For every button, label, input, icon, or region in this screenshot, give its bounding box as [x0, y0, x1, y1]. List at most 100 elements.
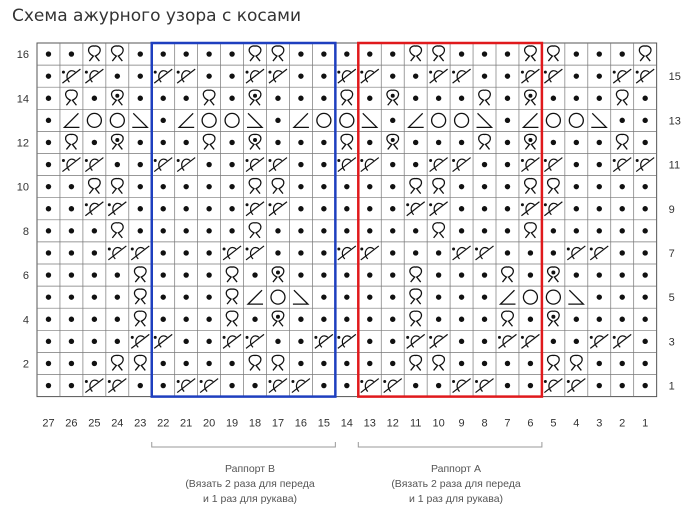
- stitch-cross-line: [635, 157, 655, 173]
- stitch-loop-dotted: [386, 133, 400, 150]
- stitch-purl-dot: [45, 183, 52, 190]
- repeat-box-a: [357, 41, 544, 398]
- stitch-loop: [340, 133, 354, 150]
- stitch-purl-dot: [321, 316, 327, 322]
- stitch-cross-line: [406, 201, 426, 217]
- stitch-cross-dot: [337, 159, 341, 163]
- stitch-cross-dot: [245, 203, 249, 207]
- stitch-purl-dot: [91, 360, 98, 367]
- stitch-purl-dot: [642, 250, 648, 256]
- row-number-right: 13: [669, 115, 681, 127]
- stitch-purl-dot: [504, 117, 511, 124]
- stitch-cross-loop: [525, 335, 535, 348]
- stitch-purl-dot: [321, 272, 327, 278]
- stitch-loop: [478, 133, 491, 150]
- stitch-cross-dot: [268, 159, 272, 163]
- stitch-cross-dot: [543, 380, 547, 384]
- stitch-purl-dot: [206, 73, 212, 79]
- stitch-purl-dot: [183, 250, 189, 256]
- stitch-yarn-over: [430, 112, 447, 128]
- stitch-cross-dot: [429, 159, 433, 163]
- stitch-purl-dot: [481, 183, 488, 190]
- stitch-cross-loop: [66, 158, 76, 171]
- stitch-purl-dot: [45, 360, 52, 367]
- stitch-purl-dot: [344, 183, 350, 190]
- stitch-cross-dot: [452, 159, 456, 163]
- row-number-left: 4: [23, 314, 29, 326]
- stitch-cross-line: [635, 68, 655, 84]
- stitch-purl-dot: [458, 51, 465, 57]
- stitch-purl-dot: [160, 272, 166, 278]
- stitch-cross-line: [521, 201, 540, 217]
- stitch-loop: [248, 222, 262, 239]
- stitch-purl-dot: [550, 228, 557, 234]
- stitch-loop: [409, 266, 423, 283]
- stitch-cross-line: [62, 68, 81, 84]
- stitch-purl-dot: [183, 360, 189, 367]
- stitch-purl-dot: [642, 382, 648, 389]
- stitch-purl-dot: [412, 228, 419, 234]
- stitch-cross-loop: [364, 246, 375, 260]
- stitch-cross-loop: [364, 70, 375, 83]
- stitch-purl-dot: [642, 117, 648, 124]
- stitch-loop: [432, 222, 446, 239]
- stitch-purl-dot: [321, 294, 327, 300]
- stitch-cross-loop: [318, 335, 329, 348]
- stitch-k2tog: [407, 112, 424, 128]
- stitch-yarn-over: [316, 112, 332, 128]
- stitch-cross-line: [245, 157, 265, 173]
- stitch-cross-dot: [566, 380, 570, 384]
- repeat-a-note-1: (Вязать 2 раза для переда: [391, 478, 521, 490]
- row-number-left: 16: [17, 49, 29, 61]
- stitch-purl-dot: [298, 228, 304, 234]
- stitch-purl-dot: [298, 139, 304, 146]
- stitch-purl-dot: [344, 360, 350, 367]
- stitch-purl-dot: [458, 206, 465, 212]
- stitch-cross-line: [314, 333, 334, 349]
- stitch-purl-dot: [573, 161, 580, 168]
- stitch-loop-dotted: [386, 89, 400, 106]
- stitch-purl-dot: [321, 95, 327, 101]
- stitch-cross-dot: [176, 159, 180, 163]
- stitch-loop: [501, 310, 514, 327]
- stitch-cross-loop: [410, 202, 421, 216]
- stitch-purl-dot: [229, 360, 235, 367]
- stitch-purl-dot: [573, 206, 580, 212]
- stitch-cross-dot: [61, 70, 65, 74]
- row-number-right: 1: [669, 381, 675, 393]
- stitch-cross-dot: [337, 335, 341, 339]
- stitch-purl-dot: [504, 206, 511, 212]
- stitch-purl-dot: [229, 139, 235, 146]
- stitch-purl-dot: [619, 250, 625, 256]
- stitch-loop: [340, 89, 354, 106]
- stitch-cross-dot: [245, 70, 249, 74]
- stitch-cross-line: [62, 157, 81, 173]
- stitch-cross-loop: [341, 70, 352, 83]
- stitch-cross-loop: [548, 202, 558, 216]
- stitch-loop: [110, 222, 124, 239]
- stitch-loop-dot: [275, 270, 280, 275]
- stitch-cross-line: [383, 378, 403, 394]
- stitch-purl-dot: [344, 206, 350, 212]
- stitch-cross-line: [612, 157, 632, 173]
- stitch-purl-dot: [137, 382, 143, 389]
- stitch-purl-dot: [45, 250, 52, 256]
- stitch-purl-dot: [183, 228, 189, 234]
- stitch-purl-dot: [367, 51, 373, 57]
- stitch-purl-dot: [229, 51, 235, 57]
- stitch-loop-dotted: [110, 89, 124, 106]
- stitch-cross-loop: [112, 202, 122, 216]
- stitch-purl-dot: [619, 117, 625, 124]
- stitch-cross-line: [475, 245, 494, 261]
- stitch-purl-dot: [435, 95, 442, 101]
- stitch-cross-loop: [272, 202, 283, 216]
- stitch-cross-dot: [130, 247, 134, 251]
- stitch-cross-dot: [429, 70, 433, 74]
- stitch-purl-dot: [321, 139, 327, 146]
- stitch-cross-dot: [153, 70, 157, 74]
- stitch-purl-dot: [573, 272, 580, 278]
- stitch-purl-dot: [91, 250, 98, 256]
- stitch-purl-dot: [481, 338, 488, 345]
- stitch-cross-line: [612, 68, 632, 84]
- stitch-cross-dot: [199, 380, 203, 384]
